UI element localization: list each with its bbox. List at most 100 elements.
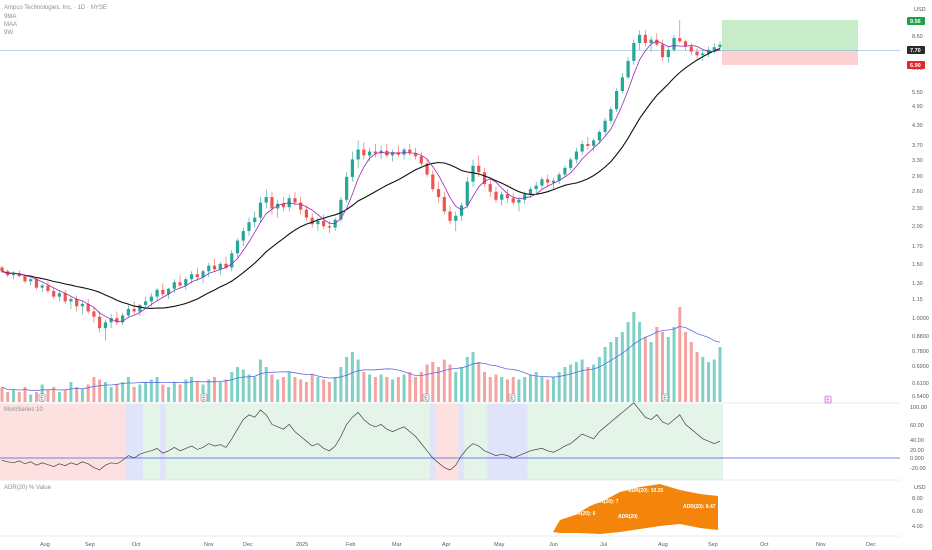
candle-body [413, 153, 418, 157]
candle-body [683, 41, 688, 47]
momentum-band [292, 404, 299, 480]
legend-ma-fast: 9MA [4, 14, 16, 20]
time-axis-label: Jul [600, 542, 607, 548]
candle-body [350, 159, 354, 177]
candle-body [115, 318, 119, 323]
momentum-band [251, 404, 258, 480]
adr-annotation: ADR(20): 7 [593, 499, 619, 505]
candle-body [184, 279, 188, 286]
candle-body [436, 189, 441, 198]
volume-bar [477, 362, 481, 402]
volume-bar [132, 387, 136, 402]
price-scale[interactable]: 8.506.505.504.904.303.703.302.902.602.30… [912, 34, 929, 400]
volume-bar [471, 352, 475, 402]
momentum-band [636, 404, 643, 480]
momentum-band [510, 404, 517, 480]
volume-bar [339, 367, 343, 402]
candle-body [408, 149, 412, 154]
momentum-band [625, 404, 632, 480]
momentum-band [648, 404, 655, 480]
time-axis-label: Nov [816, 542, 826, 548]
volume-bar [184, 379, 188, 402]
adr-label: ADR(20) % Value [4, 485, 52, 491]
candle-body [569, 159, 573, 168]
momentum-band [395, 404, 402, 480]
earnings-marker-text: E [510, 396, 514, 402]
volume-bar [155, 377, 159, 402]
volume-bar [23, 387, 27, 402]
momentum-band [56, 404, 63, 480]
momentum-band [406, 404, 413, 480]
momentum-band [361, 404, 368, 480]
momentum-band [653, 404, 660, 480]
momentum-band [125, 404, 132, 480]
candle-body [368, 151, 372, 156]
volume-bar [391, 379, 395, 402]
volume-bar [678, 307, 682, 402]
price-scale-label: 4.90 [912, 104, 923, 110]
momentum-band [102, 404, 109, 480]
candle-body [310, 217, 314, 225]
candle-body [322, 220, 326, 227]
earnings-marker [200, 393, 208, 402]
time-axis[interactable]: Aug Sep Oct Nov Dec 2025 Feb Mar Apr May Jun Jul Aug… [40, 542, 876, 548]
adr-scale[interactable]: 8.00 6.00 4.00 [912, 496, 923, 530]
candle-body [155, 289, 159, 297]
volume-bar [597, 357, 601, 402]
candle-body [339, 199, 343, 220]
volume-bar [345, 357, 349, 402]
candle-body [121, 315, 125, 323]
time-axis-label: Dec [866, 542, 876, 548]
candle-body [63, 293, 67, 302]
target-tag-text: 9.56 [910, 19, 921, 25]
volume-ma-line [1, 326, 721, 392]
momentum-band [286, 404, 293, 480]
volume-bar [362, 372, 366, 402]
momentum-band [705, 404, 712, 480]
volume-bar [264, 367, 268, 402]
momentum-band [338, 404, 345, 480]
candle-body [574, 151, 578, 160]
momentum-band [596, 404, 603, 480]
volume-bar [379, 374, 383, 402]
volume-bar [494, 374, 498, 402]
candle-body [482, 172, 487, 185]
momentum-band [154, 404, 161, 480]
time-axis-label: Dec [243, 542, 253, 548]
volume-bar [167, 387, 171, 402]
candle-body [390, 152, 395, 156]
volume-bar [368, 374, 372, 402]
momentum-band [79, 404, 86, 480]
momentum-band [493, 404, 500, 480]
volume-bar [557, 372, 561, 402]
momentum-band [556, 404, 563, 480]
candle-body [264, 197, 268, 203]
volume-bar [253, 377, 257, 402]
price-scale-label: 4.30 [912, 123, 923, 129]
candle-body [270, 197, 274, 209]
time-axis-label: May [494, 542, 505, 548]
adr-currency: USD [914, 485, 926, 491]
volume-bar [138, 384, 142, 402]
volume-bar [57, 392, 61, 402]
candle-body [660, 44, 665, 58]
candle-body [46, 285, 50, 291]
adr-annotation: ADR(20): 8.47 [683, 504, 716, 510]
momentum-band [10, 404, 17, 480]
volume-bar [247, 374, 251, 402]
time-axis-label: Sep [85, 542, 95, 548]
volume-bar [482, 372, 486, 402]
volume-bar [86, 384, 90, 402]
momentum-band [62, 404, 69, 480]
volume-bar [236, 367, 240, 402]
volume-bar [632, 312, 636, 402]
volume-bar [373, 377, 377, 402]
candle-body [75, 299, 79, 307]
momentum-scale[interactable]: 100.00 60.00 40.00 20.00 0.000 -20.00 [910, 405, 927, 472]
momentum-band [182, 404, 189, 480]
momentum-band [642, 404, 649, 480]
momentum-band [458, 404, 465, 480]
momentum-band [676, 404, 683, 480]
volume-bars [0, 307, 722, 402]
